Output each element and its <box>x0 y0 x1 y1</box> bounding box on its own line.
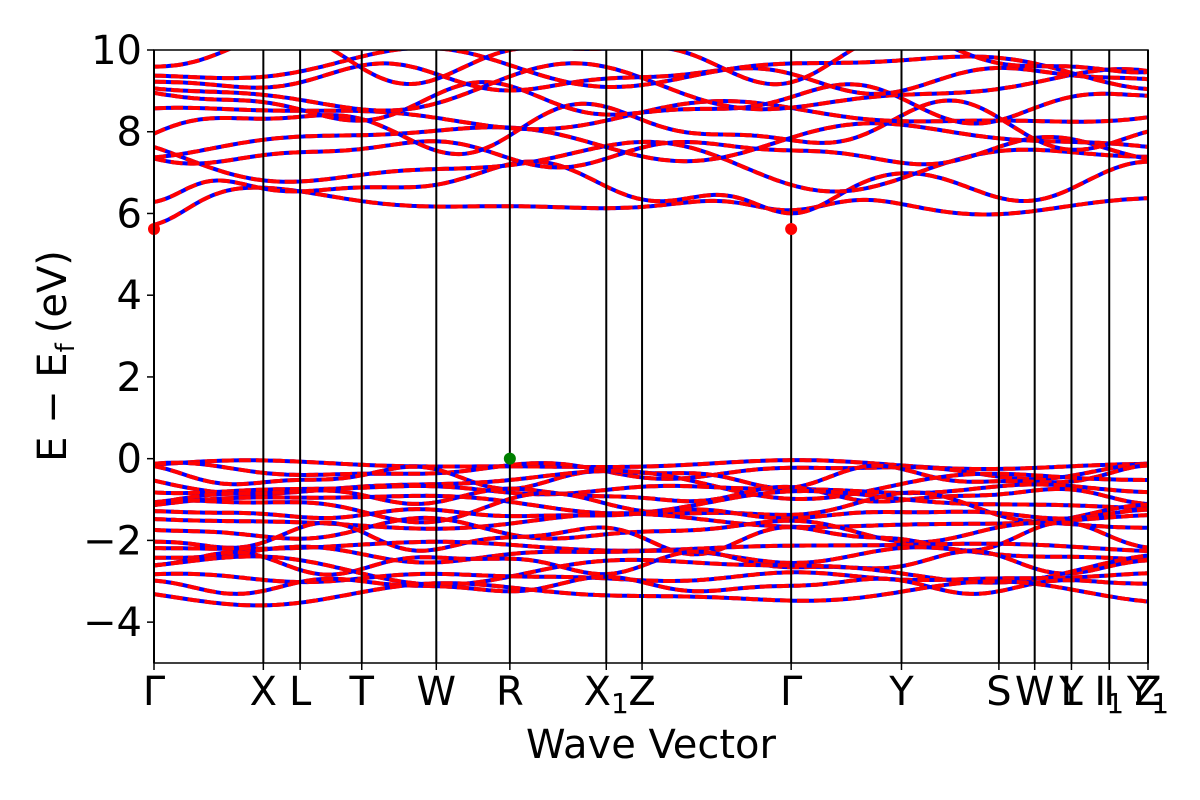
x-tick-label: Z <box>1134 669 1161 715</box>
y-tick-label: −4 <box>83 600 142 646</box>
band-line-red <box>154 185 1148 227</box>
y-axis: −4 −2 0 2 4 6 8 10 <box>83 28 154 646</box>
vbm-marker <box>503 452 516 465</box>
y-tick-label: −2 <box>83 518 142 564</box>
band-line-red <box>154 50 1148 87</box>
band-line-red <box>154 139 1148 194</box>
y-axis-title: E − Ef (eV) <box>30 250 81 462</box>
band-line-red <box>154 482 1148 497</box>
cbm-marker <box>785 222 798 235</box>
band-line-red <box>154 507 1148 521</box>
y-tick-label: 2 <box>117 355 142 401</box>
x-tick-label: Y <box>1058 669 1084 715</box>
band-line-red <box>154 159 1148 216</box>
y-axis-title-main: E − E <box>30 352 76 462</box>
x-axis-title: Wave Vector <box>526 722 777 768</box>
x-tick-label: L <box>289 669 312 715</box>
band-edge-markers <box>148 222 798 465</box>
band-line-red <box>154 80 1148 126</box>
band-line-red <box>154 61 1148 113</box>
band-line-red <box>154 121 1148 164</box>
band-line-red <box>154 511 1148 531</box>
y-tick-label: 6 <box>117 191 142 237</box>
x-tick-label: L <box>1060 669 1083 715</box>
band-line-red <box>154 484 1148 506</box>
band-line-red <box>154 468 1148 501</box>
band-line-red <box>154 50 1148 92</box>
x-tick-label: W <box>1015 669 1055 715</box>
y-axis-title-sub: f <box>51 342 81 352</box>
x-tick-label: T <box>349 669 375 715</box>
x-axis: Γ X L T W R X1 Z Γ Y S W YL II1 ZY1 <box>143 663 1169 720</box>
x-tick-label: Y1 <box>1126 669 1169 720</box>
band-line-red <box>154 574 1148 596</box>
band-lines <box>154 50 1148 608</box>
x-tick-label: Γ <box>780 669 803 715</box>
band-line-red <box>154 515 1148 545</box>
band-line-red <box>154 549 1148 577</box>
x-tick-label: I <box>1103 669 1115 715</box>
x-tick-label: X1 <box>584 669 629 720</box>
y-tick-label: 4 <box>117 273 142 319</box>
band-line-red <box>154 570 1148 585</box>
y-tick-label: 8 <box>117 110 142 156</box>
x-tick-label: W <box>417 669 457 715</box>
x-tick-label: R <box>496 669 524 715</box>
x-tick-label: Z <box>628 669 655 715</box>
band-line-red <box>154 98 1148 157</box>
band-line-red <box>154 460 1148 482</box>
band-line-red <box>154 463 1148 491</box>
y-tick-label: 10 <box>91 28 142 74</box>
y-tick-label: 0 <box>117 437 142 483</box>
band-line-red <box>154 490 1148 525</box>
band-line-red <box>154 579 1148 608</box>
band-line-red <box>154 458 1148 471</box>
plot-frame <box>153 49 1149 664</box>
x-tick-label: I1 <box>1094 669 1124 720</box>
x-tick-label: Γ <box>143 669 166 715</box>
band-line-red <box>154 61 1148 96</box>
x-tick-label: Y <box>888 669 914 715</box>
band-line-red <box>154 135 1148 170</box>
y-axis-title-unit: (eV) <box>30 250 76 333</box>
x-tick-label: X <box>250 669 277 715</box>
band-line-red <box>154 520 1148 557</box>
x-tick-label: S <box>986 669 1011 715</box>
